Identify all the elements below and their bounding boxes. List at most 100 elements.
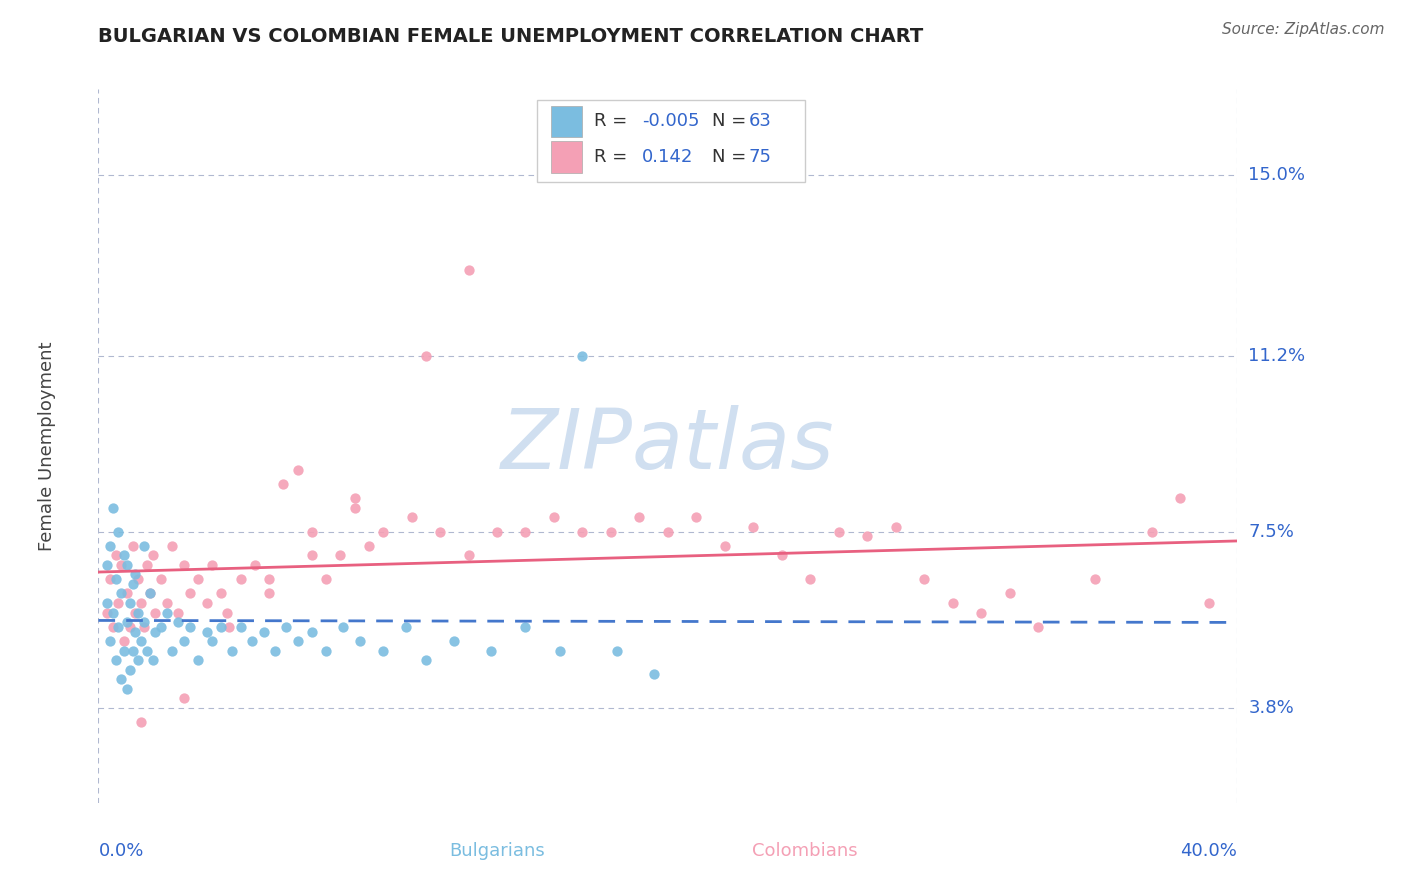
Point: [124, 624, 146, 639]
Point: [301, 524, 323, 539]
Point: [1026, 620, 1049, 634]
Point: [107, 524, 129, 539]
Point: [127, 653, 149, 667]
Point: [457, 549, 479, 563]
Point: [127, 606, 149, 620]
Point: [132, 539, 155, 553]
Point: [685, 510, 707, 524]
Point: [187, 653, 209, 667]
Point: [571, 524, 593, 539]
Point: [110, 672, 132, 686]
Text: 63: 63: [749, 112, 772, 130]
Point: [415, 653, 437, 667]
Point: [329, 549, 352, 563]
Point: [332, 620, 354, 634]
Point: [828, 524, 851, 539]
Text: Female Unemployment: Female Unemployment: [38, 342, 56, 550]
Point: [101, 606, 124, 620]
Point: [124, 606, 146, 620]
Point: [201, 634, 224, 648]
Point: [515, 620, 537, 634]
Text: Colombians: Colombians: [752, 842, 858, 860]
Point: [195, 596, 218, 610]
Point: [145, 624, 167, 639]
Point: [104, 653, 127, 667]
Text: R =: R =: [593, 112, 633, 130]
Point: [287, 463, 309, 477]
Point: [643, 667, 665, 681]
Text: Bulgarians: Bulgarians: [449, 842, 546, 860]
Point: [162, 539, 184, 553]
Point: [457, 263, 479, 277]
Point: [115, 681, 138, 696]
Point: [229, 572, 252, 586]
Point: [110, 586, 132, 600]
Point: [201, 558, 224, 572]
Point: [395, 620, 418, 634]
Point: [112, 549, 135, 563]
Point: [112, 643, 135, 657]
Point: [156, 606, 179, 620]
Point: [150, 572, 173, 586]
Point: [118, 663, 141, 677]
Point: [112, 634, 135, 648]
Point: [129, 596, 152, 610]
Point: [209, 620, 232, 634]
Point: [301, 624, 323, 639]
Point: [173, 634, 195, 648]
Point: [357, 539, 380, 553]
Point: [215, 606, 238, 620]
Point: [132, 620, 155, 634]
Point: [884, 520, 907, 534]
Point: [179, 586, 201, 600]
Point: [252, 624, 274, 639]
Point: [173, 691, 195, 706]
Point: [259, 586, 281, 600]
Point: [799, 572, 821, 586]
Point: [401, 510, 423, 524]
Point: [96, 558, 118, 572]
Text: R =: R =: [593, 148, 633, 166]
Point: [429, 524, 451, 539]
Text: 15.0%: 15.0%: [1249, 166, 1305, 184]
Point: [135, 558, 157, 572]
Point: [96, 606, 118, 620]
Point: [970, 606, 993, 620]
Point: [138, 586, 160, 600]
Point: [218, 620, 240, 634]
Text: 11.2%: 11.2%: [1249, 347, 1306, 365]
Point: [98, 572, 121, 586]
Bar: [551, 105, 582, 137]
Point: [415, 349, 437, 363]
FancyBboxPatch shape: [537, 100, 804, 182]
Point: [96, 596, 118, 610]
Point: [770, 549, 793, 563]
Point: [121, 577, 143, 591]
Point: [118, 620, 141, 634]
Point: [107, 596, 129, 610]
Point: [141, 549, 163, 563]
Point: [373, 524, 395, 539]
Point: [856, 529, 879, 543]
Text: 0.142: 0.142: [641, 148, 693, 166]
Text: ZIPatlas: ZIPatlas: [501, 406, 835, 486]
Bar: [551, 141, 582, 173]
Point: [229, 620, 252, 634]
Point: [548, 643, 571, 657]
Point: [98, 539, 121, 553]
Point: [179, 620, 201, 634]
Point: [118, 596, 141, 610]
Point: [1140, 524, 1163, 539]
Point: [571, 349, 593, 363]
Point: [101, 620, 124, 634]
Point: [343, 491, 366, 506]
Text: 3.8%: 3.8%: [1249, 698, 1294, 716]
Point: [127, 572, 149, 586]
Text: Source: ZipAtlas.com: Source: ZipAtlas.com: [1222, 22, 1385, 37]
Point: [486, 524, 509, 539]
Point: [104, 549, 127, 563]
Point: [121, 539, 143, 553]
Point: [101, 500, 124, 515]
Point: [276, 620, 298, 634]
Text: N =: N =: [713, 148, 752, 166]
